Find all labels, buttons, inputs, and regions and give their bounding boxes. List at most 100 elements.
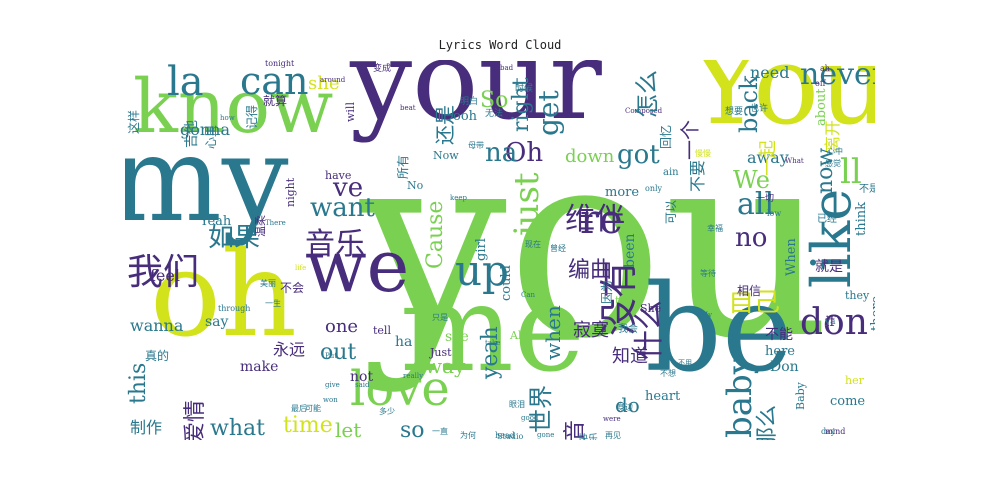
cloud-word: 快乐 [578, 434, 598, 441]
cloud-word: keep [450, 194, 468, 202]
cloud-word: 自己 [728, 288, 781, 318]
cloud-word: need [750, 63, 790, 82]
cloud-word: 记得 [245, 104, 259, 129]
cloud-word: We [733, 166, 770, 194]
cloud-word: one [325, 316, 359, 337]
cloud-word: there [869, 295, 875, 331]
cloud-word: how [220, 114, 235, 122]
cloud-word: ll [840, 152, 862, 192]
cloud-word: She [640, 302, 662, 315]
cloud-word: 慢慢 [695, 149, 711, 158]
cloud-word: 爱情 [183, 399, 208, 440]
cloud-word: gone [537, 431, 555, 439]
chart-title: Lyrics Word Cloud [438, 38, 562, 52]
cloud-word: you [360, 94, 831, 396]
cloud-word: 一起 [758, 140, 779, 176]
cloud-word: na [485, 138, 518, 168]
cloud-word: oh [150, 225, 298, 363]
cloud-word: 母带 [468, 141, 484, 150]
cloud-word: just [507, 172, 547, 236]
cloud-word: 知道 [612, 346, 648, 367]
cloud-word: 就算 [263, 94, 288, 108]
cloud-word: bad [500, 64, 514, 72]
cloud-word: baby [720, 354, 760, 438]
cloud-word: 一直 [432, 427, 448, 436]
cloud-word: All [510, 329, 525, 342]
cloud-word: 不要 [688, 159, 707, 192]
cloud-word: feel [150, 266, 180, 285]
cloud-word: take [485, 339, 501, 347]
cloud-word: 幸福 [707, 224, 723, 233]
cloud-word: gonna [180, 120, 231, 139]
cloud-word: 世界 [527, 385, 555, 433]
cloud-word: through [218, 304, 251, 313]
cloud-word: 不想 [660, 369, 676, 378]
cloud-word: come [830, 394, 866, 409]
cloud-word: can [240, 60, 309, 103]
cloud-word: 等待 [700, 269, 716, 278]
cloud-word: 所有 [396, 154, 410, 179]
cloud-word: up [455, 246, 509, 295]
cloud-word: were [603, 415, 621, 423]
cloud-word: Now [433, 149, 459, 162]
cloud-word: 曾经 [550, 244, 566, 253]
cloud-word: 一生 [265, 299, 281, 308]
cloud-word: 想要 [725, 107, 744, 117]
cloud-word: Studio [497, 432, 524, 441]
cloud-word: mind [825, 427, 846, 436]
cloud-word: Yeah [200, 214, 232, 229]
cloud-word: want [310, 193, 375, 223]
cloud-word: here [765, 344, 795, 359]
cloud-word: My [701, 311, 713, 319]
cloud-word: Cause [423, 200, 448, 269]
cloud-word: 我会 [618, 324, 638, 335]
cloud-word: 眼泪 [509, 400, 525, 409]
cloud-word: make [240, 359, 279, 375]
cloud-word: 真的 [145, 349, 170, 363]
cloud-word: 明白 [460, 97, 479, 107]
cloud-word: all [737, 187, 775, 222]
cloud-word: really [403, 372, 424, 380]
cloud-word: don [800, 302, 868, 343]
word-cloud: you your my You know oh me be we like love can la re u… [125, 60, 875, 440]
cloud-word: we [305, 224, 410, 308]
cloud-word: away [747, 148, 789, 167]
cloud-word: give [325, 381, 340, 389]
cloud-word: 最后 [291, 404, 307, 413]
cloud-word: say [205, 314, 229, 330]
cloud-word: 编曲 [568, 258, 613, 283]
cloud-word: off [815, 79, 826, 88]
cloud-word: 如果 [208, 223, 261, 253]
cloud-word: 无法 [485, 109, 504, 119]
cloud-word: 永远 [273, 340, 306, 359]
cloud-word: 已经 [817, 214, 837, 225]
cloud-word: her [845, 374, 864, 387]
cloud-word: 心中 [827, 147, 843, 156]
cloud-word: heart [645, 389, 681, 404]
cloud-word: 只是 [432, 313, 448, 322]
cloud-word: ooh [453, 109, 478, 124]
cloud-word: 就是 [815, 259, 843, 275]
cloud-word: wanna [130, 316, 184, 335]
cloud-word: So [480, 88, 509, 113]
cloud-word: 怎么 [633, 70, 661, 118]
cloud-word: What [785, 157, 804, 165]
cloud-word: low [767, 209, 782, 218]
cloud-word: have [325, 169, 352, 182]
cloud-word: when [541, 305, 565, 360]
cloud-word: 音乐 [305, 227, 365, 262]
cloud-word: won [323, 396, 338, 404]
cloud-word: Don [770, 359, 799, 375]
cloud-word: 不会 [280, 281, 305, 295]
cloud-word: 可以 [664, 199, 678, 224]
cloud-word: around [320, 76, 346, 84]
cloud-word: 不能 [765, 327, 793, 343]
cloud-word: 时候 [515, 84, 534, 94]
cloud-word: tonight [265, 60, 295, 68]
cloud-word: 一切 [756, 194, 775, 204]
cloud-word: beat [400, 104, 416, 112]
cloud-word: 也许 [750, 104, 769, 114]
cloud-word: 那么 [755, 404, 780, 440]
cloud-word: 现在 [525, 240, 541, 249]
cloud-word: 因为 [600, 279, 614, 304]
